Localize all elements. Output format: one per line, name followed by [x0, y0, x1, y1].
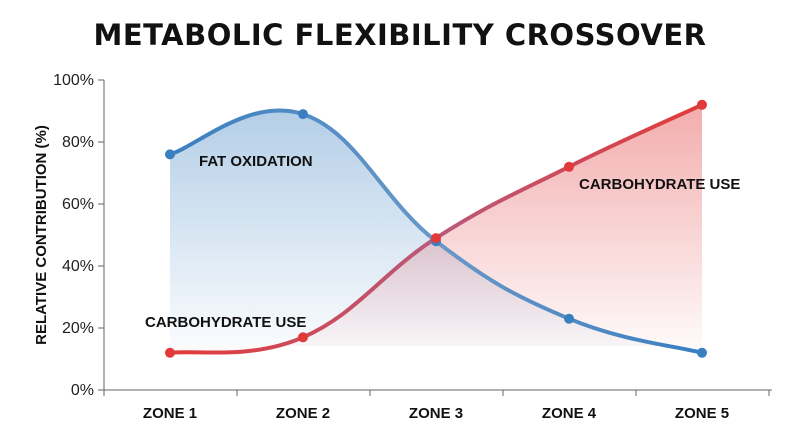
chart-title: METABOLIC FLEXIBILITY CROSSOVER [93, 18, 707, 52]
y-tick-label: 40% [62, 258, 94, 275]
fat-oxidation-label: FAT OXIDATION [199, 153, 313, 170]
fat-oxidation-point [165, 149, 175, 160]
carbohydrate-use-label-left: CARBOHYDRATE USE [145, 314, 306, 331]
x-tick-label: ZONE 5 [675, 405, 729, 422]
y-tick-label: 20% [62, 320, 94, 337]
fat-oxidation-area [170, 110, 702, 353]
carbohydrate-use-point [431, 233, 441, 244]
x-tick-label: ZONE 2 [276, 405, 330, 422]
y-tick-label: 80% [62, 134, 94, 151]
x-tick-label: ZONE 4 [542, 405, 597, 422]
axes [103, 80, 772, 391]
carbohydrate-use-point [697, 99, 707, 110]
fat-oxidation-point [697, 347, 707, 358]
y-axis-title: RELATIVE CONTRIBUTION (%) [33, 125, 50, 345]
x-tick-label: ZONE 3 [409, 405, 463, 422]
carbohydrate-use-label-right: CARBOHYDRATE USE [579, 176, 740, 193]
y-tick-label: 100% [53, 72, 94, 89]
carbohydrate-use-point [298, 332, 308, 343]
y-tick-label: 60% [62, 196, 94, 213]
fat-oxidation-line [168, 108, 704, 355]
fat-oxidation-point [564, 313, 574, 324]
x-tick-label: ZONE 1 [143, 405, 197, 422]
carbohydrate-use-point [564, 161, 574, 172]
y-tick-label: 0% [71, 382, 94, 399]
fat-oxidation-point [298, 109, 308, 120]
carbohydrate-use-point [165, 347, 175, 358]
